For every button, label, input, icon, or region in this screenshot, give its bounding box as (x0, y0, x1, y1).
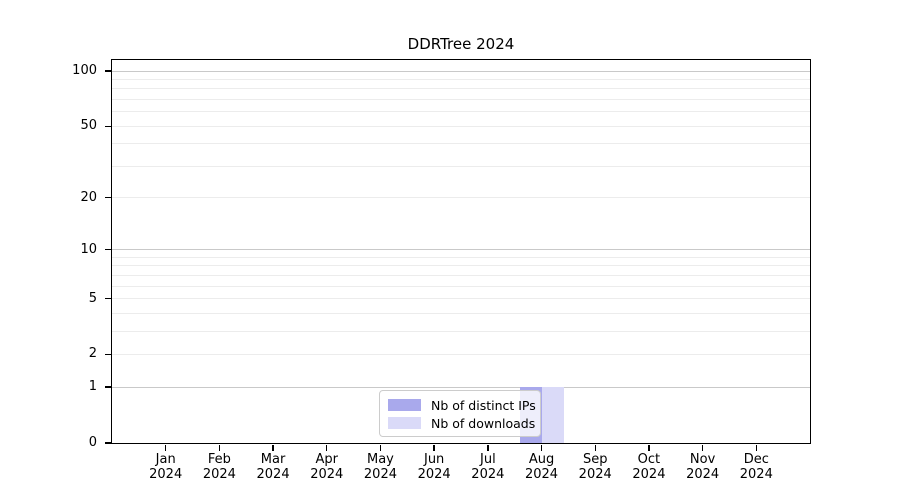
x-tick-mark (540, 444, 543, 451)
x-tick-year: 2024 (686, 467, 720, 482)
x-tick-label: Jan 2024 (134, 452, 198, 482)
x-tick-label: Jun 2024 (402, 452, 466, 482)
x-tick-label: Apr 2024 (295, 452, 359, 482)
x-tick-month: Nov (689, 452, 716, 467)
x-tick-mark (164, 444, 167, 451)
y-gridline-minor (112, 330, 810, 332)
x-tick-mark (487, 444, 489, 451)
legend-entry-distinct-ips: Nb of distinct IPs (388, 396, 536, 414)
y-tick-label: 100 (72, 63, 97, 79)
x-tick-year: 2024 (471, 467, 505, 482)
x-tick-mark (648, 444, 650, 451)
y-tick-label: 2 (88, 346, 97, 362)
x-tick-year: 2024 (363, 467, 397, 482)
x-tick-mark (755, 444, 757, 451)
y-tick-mark (105, 386, 112, 388)
y-gridline-minor (112, 79, 810, 81)
x-tick-month: Mar (260, 452, 286, 467)
x-tick-mark (326, 444, 328, 451)
x-tick-year: 2024 (310, 467, 344, 482)
y-gridline-minor (112, 285, 810, 287)
x-tick-month: Aug (528, 452, 555, 467)
x-tick-month: Sep (582, 452, 608, 467)
chart-title: DDRTree 2024 (407, 35, 515, 53)
y-tick-mark (105, 353, 112, 356)
x-tick-month: Oct (637, 452, 661, 467)
x-tick-month: Apr (315, 452, 339, 467)
x-tick-year: 2024 (524, 467, 559, 482)
x-tick-mark (218, 444, 221, 451)
y-tick-mark (105, 197, 112, 199)
legend-swatch-downloads-icon (388, 417, 421, 429)
y-gridline-minor (112, 111, 810, 113)
y-tick-label: 1 (88, 379, 97, 395)
y-gridline-major (112, 249, 810, 251)
y-gridline-minor (112, 197, 810, 199)
y-tick-label: 20 (80, 189, 97, 205)
x-tick-mark (433, 444, 435, 451)
legend-label-distinct-ips: Nb of distinct IPs (431, 397, 536, 413)
y-gridline-major (112, 386, 810, 388)
y-gridline-minor (112, 298, 810, 300)
x-tick-month: Dec (743, 452, 769, 467)
legend-swatch-distinct-ips-icon (388, 399, 421, 411)
x-tick-label: Mar 2024 (241, 452, 305, 482)
x-tick-year: 2024 (578, 467, 612, 482)
x-tick-mark (379, 444, 382, 451)
x-tick-month: Jan (155, 452, 176, 467)
x-tick-mark (701, 444, 704, 451)
x-tick-year: 2024 (256, 467, 290, 482)
y-gridline-minor (112, 256, 810, 258)
legend-label-downloads: Nb of downloads (431, 415, 536, 431)
x-tick-label: Feb 2024 (187, 452, 251, 482)
y-gridline-minor (112, 274, 810, 276)
x-tick-label: Oct 2024 (617, 452, 681, 482)
y-gridline-major (112, 70, 810, 72)
y-tick-mark (105, 297, 112, 300)
y-tick-mark (105, 442, 112, 444)
y-gridline-minor (112, 353, 810, 355)
x-tick-label: Jul 2024 (456, 452, 520, 482)
x-tick-year: 2024 (149, 467, 183, 482)
y-gridline-minor (112, 165, 810, 167)
y-gridline-minor (112, 99, 810, 101)
x-tick-label: Aug 2024 (510, 452, 574, 482)
x-tick-month: May (367, 452, 394, 467)
y-tick-label: 0 (88, 435, 97, 450)
bar-downloads (541, 387, 564, 443)
x-tick-month: Feb (207, 452, 231, 467)
y-tick-label: 50 (80, 118, 97, 134)
y-gridline-minor (112, 143, 810, 145)
y-gridline-minor (112, 265, 810, 267)
x-tick-mark (594, 444, 596, 451)
y-tick-label: 10 (80, 241, 97, 257)
y-tick-label: 5 (88, 290, 97, 306)
x-tick-label: Sep 2024 (563, 452, 627, 482)
x-tick-year: 2024 (739, 467, 773, 482)
x-tick-year: 2024 (202, 467, 236, 482)
y-tick-mark (105, 125, 112, 127)
x-tick-label: Dec 2024 (724, 452, 788, 482)
y-tick-mark (105, 249, 112, 251)
y-gridline-minor (112, 312, 810, 314)
y-gridline-minor (112, 88, 810, 90)
x-tick-month: Jun (423, 452, 445, 467)
x-tick-month: Jul (480, 452, 496, 467)
x-tick-year: 2024 (632, 467, 666, 482)
x-tick-label: May 2024 (348, 452, 412, 482)
x-tick-year: 2024 (417, 467, 451, 482)
legend-entry-downloads: Nb of downloads (388, 414, 536, 432)
x-tick-label: Nov 2024 (671, 452, 735, 482)
legend: Nb of distinct IPs Nb of downloads (379, 390, 541, 437)
plot-area (110, 58, 811, 444)
y-gridline-minor (112, 125, 810, 127)
x-tick-mark (272, 444, 274, 451)
y-tick-mark (105, 70, 112, 72)
